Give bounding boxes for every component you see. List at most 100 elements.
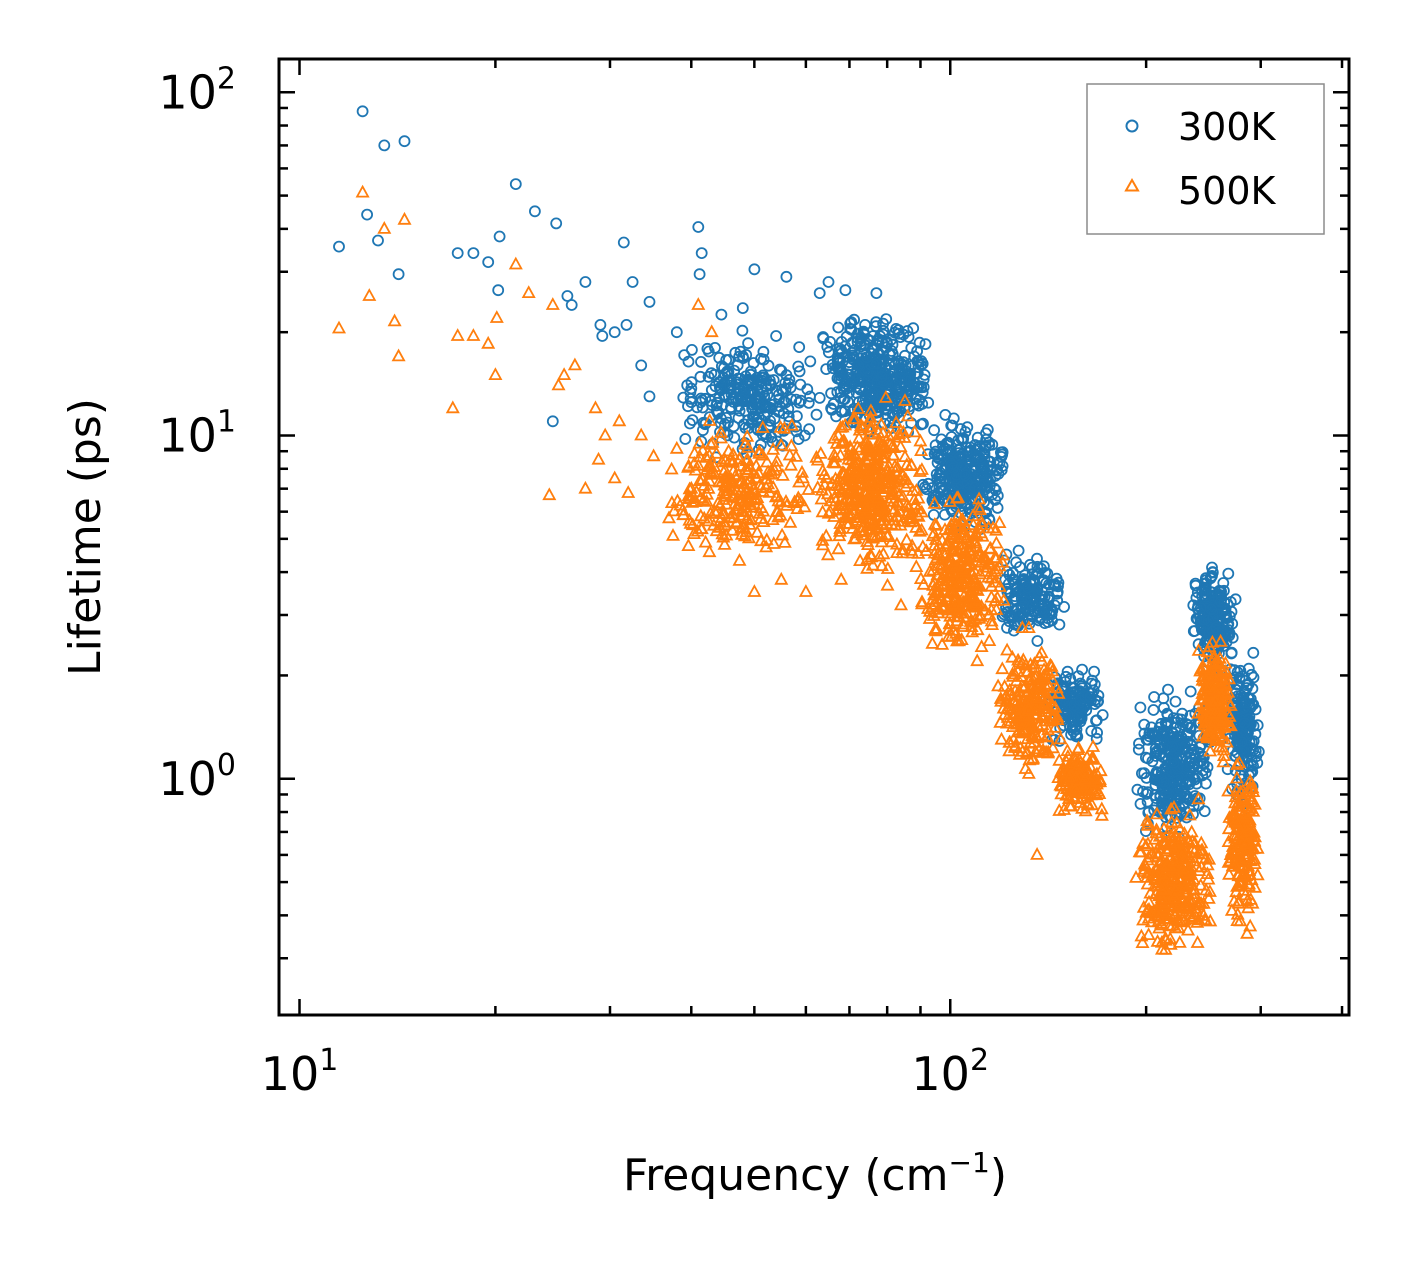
data-point-500K bbox=[951, 633, 967, 647]
data-point-500K bbox=[783, 514, 798, 528]
data-point-300K bbox=[1200, 777, 1212, 790]
data-point-300K bbox=[1006, 573, 1019, 586]
data-point-500K bbox=[944, 527, 959, 541]
data-point-500K bbox=[717, 537, 732, 550]
data-point-500K bbox=[567, 357, 582, 371]
data-point-300K bbox=[710, 399, 723, 412]
data-point-500K bbox=[488, 367, 503, 381]
data-point-300K bbox=[1149, 789, 1161, 802]
data-point-300K bbox=[757, 353, 770, 366]
data-point-500K bbox=[895, 542, 910, 555]
y-tick-label: 101 bbox=[158, 405, 236, 463]
data-point-300K bbox=[509, 178, 522, 191]
data-point-300K bbox=[695, 247, 708, 260]
data-point-500K bbox=[774, 437, 789, 451]
data-point-300K bbox=[745, 365, 757, 378]
data-point-300K bbox=[1085, 725, 1098, 737]
data-point-500K bbox=[489, 310, 504, 323]
data-point-500K bbox=[897, 393, 913, 406]
data-point-300K bbox=[890, 322, 902, 335]
data-point-300K bbox=[1001, 621, 1013, 634]
data-point-300K bbox=[917, 478, 929, 491]
data-point-500K bbox=[698, 534, 713, 548]
data-point-500K bbox=[847, 485, 863, 498]
data-point-500K bbox=[876, 468, 891, 481]
data-point-300K bbox=[1088, 678, 1101, 691]
data-point-500K bbox=[905, 538, 920, 551]
data-point-300K bbox=[1052, 576, 1065, 589]
data-point-500K bbox=[704, 324, 719, 338]
data-point-500K bbox=[851, 401, 866, 414]
data-point-500K bbox=[911, 490, 926, 504]
data-point-500K bbox=[909, 520, 924, 533]
data-point-300K bbox=[1177, 774, 1189, 787]
data-point-500K bbox=[909, 559, 924, 572]
data-point-500K bbox=[945, 561, 960, 574]
data-point-300K bbox=[529, 205, 541, 218]
data-point-300K bbox=[1242, 662, 1255, 675]
data-point-500K bbox=[545, 297, 560, 310]
data-point-500K bbox=[854, 469, 869, 483]
data-point-500K bbox=[887, 501, 902, 515]
data-point-300K bbox=[779, 383, 792, 395]
data-point-500K bbox=[691, 297, 706, 310]
data-point-500K bbox=[787, 494, 802, 508]
data-point-500K bbox=[829, 435, 844, 449]
data-point-300K bbox=[1147, 704, 1160, 716]
data-point-500K bbox=[954, 529, 969, 543]
data-point-500K bbox=[870, 490, 885, 504]
data-point-300K bbox=[1076, 663, 1088, 676]
data-point-500K bbox=[832, 523, 847, 537]
data-point-500K bbox=[815, 532, 830, 546]
data-point-500K bbox=[914, 443, 929, 457]
data-point-500K bbox=[960, 605, 975, 619]
data-point-300K bbox=[1090, 714, 1102, 727]
data-point-300K bbox=[880, 361, 893, 374]
data-point-300K bbox=[715, 308, 728, 321]
data-point-300K bbox=[1031, 552, 1043, 565]
data-point-500K bbox=[775, 527, 790, 541]
data-point-300K bbox=[361, 208, 374, 221]
data-point-500K bbox=[819, 470, 834, 484]
data-point-500K bbox=[833, 447, 848, 461]
data-point-500K bbox=[834, 571, 849, 585]
data-point-300K bbox=[1140, 751, 1152, 764]
data-point-500K bbox=[1012, 684, 1027, 698]
data-point-300K bbox=[1096, 709, 1109, 721]
data-point-500K bbox=[870, 447, 885, 460]
data-point-500K bbox=[1013, 740, 1028, 754]
data-point-300K bbox=[790, 420, 802, 433]
data-point-500K bbox=[737, 487, 752, 501]
data-point-300K bbox=[1015, 592, 1028, 605]
data-point-500K bbox=[863, 547, 878, 560]
data-point-500K bbox=[1025, 752, 1040, 765]
data-point-500K bbox=[732, 451, 747, 465]
data-point-500K bbox=[869, 529, 884, 543]
data-point-300K bbox=[886, 338, 899, 351]
data-point-500K bbox=[681, 538, 696, 551]
data-point-500K bbox=[872, 433, 887, 446]
data-point-300K bbox=[1206, 566, 1219, 579]
data-point-300K bbox=[804, 355, 817, 368]
data-point-500K bbox=[667, 503, 682, 517]
data-point-300K bbox=[866, 386, 879, 399]
data-point-300K bbox=[1184, 685, 1197, 698]
data-point-500K bbox=[847, 477, 862, 490]
data-point-500K bbox=[753, 511, 768, 524]
data-point-300K bbox=[880, 337, 893, 350]
data-point-500K bbox=[912, 464, 927, 477]
data-point-300K bbox=[813, 287, 826, 300]
data-point-300K bbox=[995, 464, 1008, 477]
series-300K-points bbox=[333, 105, 1265, 843]
data-point-500K bbox=[746, 482, 761, 495]
data-point-300K bbox=[972, 451, 985, 464]
data-point-500K bbox=[893, 439, 908, 453]
data-point-500K bbox=[946, 600, 961, 613]
data-point-300K bbox=[1134, 798, 1147, 810]
data-point-300K bbox=[959, 469, 972, 482]
data-point-300K bbox=[929, 491, 941, 504]
data-point-300K bbox=[608, 326, 621, 339]
data-point-300K bbox=[939, 408, 952, 421]
data-point-500K bbox=[969, 595, 985, 609]
data-point-300K bbox=[1192, 799, 1205, 812]
